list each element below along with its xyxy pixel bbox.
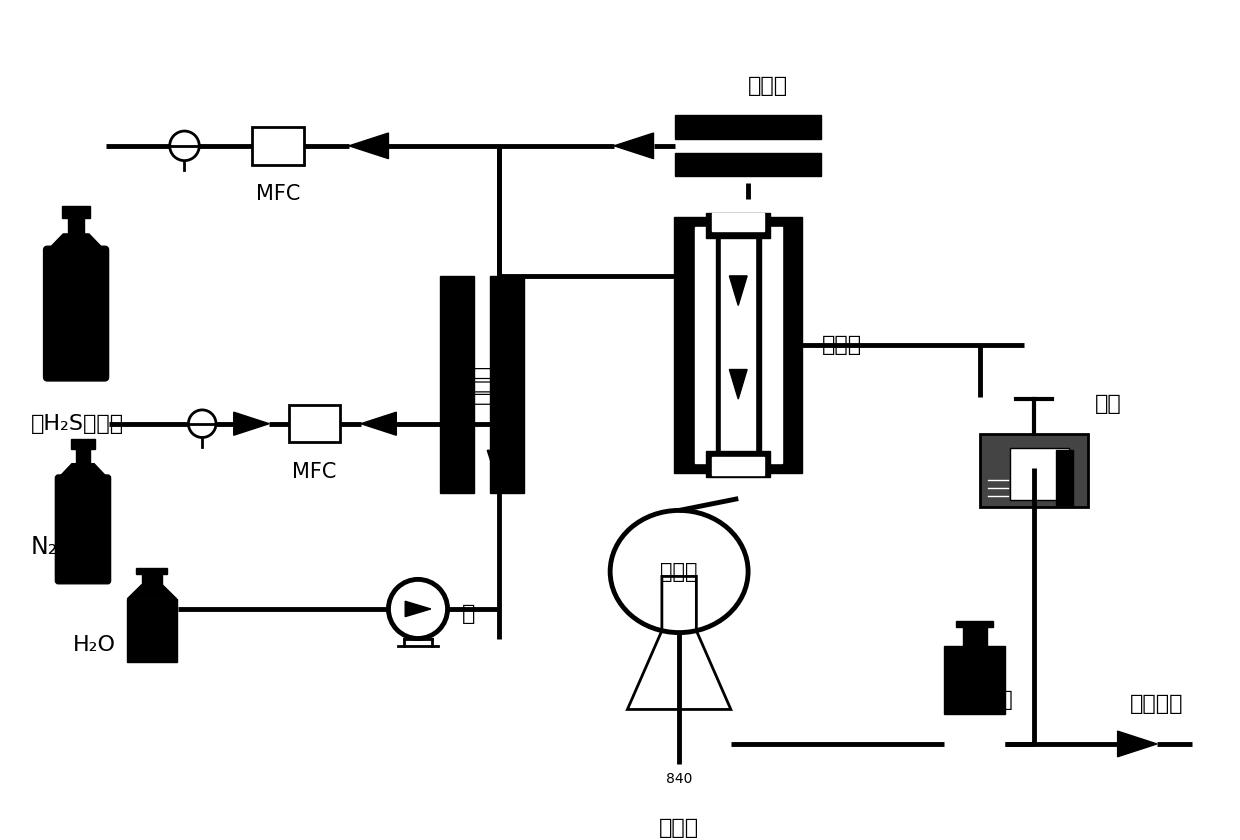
- Bar: [440, 276, 474, 493]
- Polygon shape: [58, 464, 108, 478]
- Bar: [141, 574, 162, 585]
- Bar: [136, 569, 167, 574]
- Bar: [715, 233, 761, 457]
- Text: 分离器: 分离器: [658, 818, 699, 837]
- Text: 尾气放空: 尾气放空: [1131, 695, 1184, 714]
- Text: MFC: MFC: [293, 462, 337, 482]
- Bar: [722, 239, 755, 451]
- Bar: [675, 153, 821, 176]
- FancyBboxPatch shape: [56, 475, 110, 584]
- Bar: [707, 451, 770, 477]
- Polygon shape: [361, 412, 397, 435]
- Polygon shape: [487, 450, 511, 486]
- Bar: [712, 457, 764, 475]
- Bar: [980, 433, 1087, 507]
- Polygon shape: [1117, 731, 1157, 757]
- Bar: [1056, 450, 1074, 506]
- Polygon shape: [128, 585, 176, 599]
- Polygon shape: [729, 276, 748, 306]
- Text: H₂O: H₂O: [73, 635, 117, 655]
- Text: 含H₂S原料气: 含H₂S原料气: [31, 414, 124, 433]
- Bar: [956, 621, 993, 627]
- Bar: [62, 207, 91, 218]
- FancyBboxPatch shape: [43, 246, 109, 381]
- Bar: [253, 127, 304, 165]
- Text: 碌洗: 碌洗: [987, 690, 1013, 710]
- Text: MFC: MFC: [255, 184, 300, 204]
- Bar: [71, 439, 95, 449]
- Polygon shape: [405, 601, 430, 617]
- Bar: [675, 115, 821, 139]
- Polygon shape: [47, 234, 104, 250]
- Text: 汽化器: 汽化器: [472, 365, 492, 404]
- Bar: [694, 227, 781, 463]
- Text: N₂: N₂: [31, 535, 58, 559]
- Text: 反应器: 反应器: [822, 335, 862, 354]
- Bar: [707, 213, 770, 239]
- Polygon shape: [348, 133, 388, 159]
- Text: 混合器: 混合器: [748, 76, 787, 96]
- Bar: [675, 217, 802, 473]
- Bar: [962, 627, 987, 646]
- Text: 冷凝器: 冷凝器: [661, 561, 698, 581]
- Polygon shape: [614, 133, 653, 159]
- Bar: [490, 276, 525, 493]
- Text: 840: 840: [666, 772, 692, 786]
- Bar: [76, 449, 89, 464]
- Text: 色谱: 色谱: [1095, 394, 1122, 414]
- Bar: [1011, 449, 1069, 500]
- Polygon shape: [233, 412, 269, 435]
- Bar: [68, 218, 84, 234]
- Bar: [128, 599, 176, 663]
- Polygon shape: [729, 370, 748, 399]
- Bar: [289, 405, 340, 443]
- Text: 泵: 泵: [463, 604, 476, 624]
- Bar: [712, 213, 764, 230]
- Bar: [944, 646, 1006, 714]
